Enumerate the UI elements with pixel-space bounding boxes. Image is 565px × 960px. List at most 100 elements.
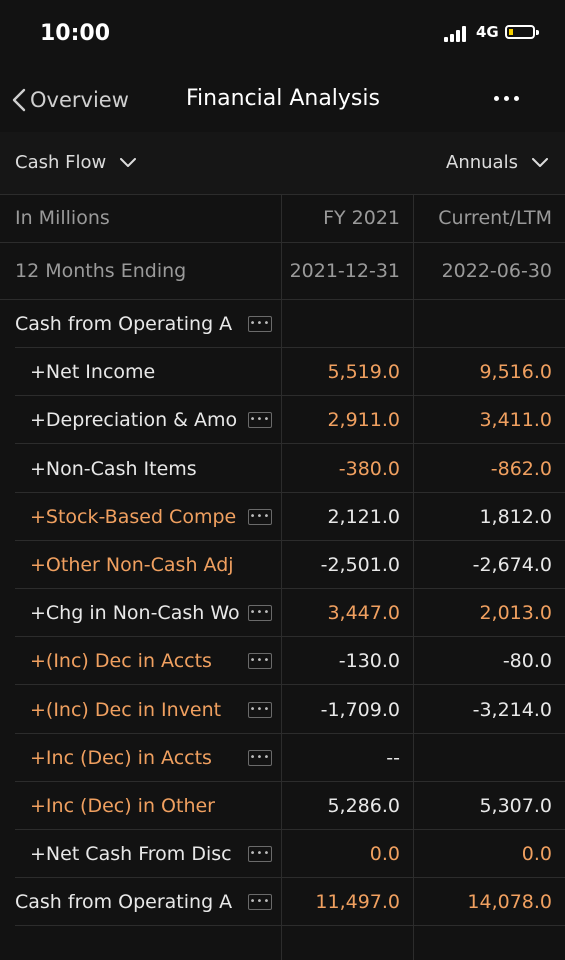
row-divider: [15, 877, 565, 879]
chevron-down-icon: [120, 157, 137, 167]
row-label: +Chg in Non-Cash Wo: [30, 602, 240, 625]
table-row[interactable]: +(Inc) Dec in Invent ••• -1,709.0 -3,214.0: [0, 686, 565, 734]
battery-icon: [505, 25, 539, 39]
more-icon[interactable]: •••: [248, 412, 272, 429]
value-current-ltm: -80.0: [502, 650, 552, 673]
table-row[interactable]: +Inc (Dec) in Accts ••• --: [0, 734, 565, 782]
more-icon[interactable]: •••: [248, 653, 272, 670]
period-label: 12 Months Ending: [15, 260, 187, 282]
value-fy2021: [282, 300, 400, 348]
row-divider: [15, 829, 565, 830]
value-current-ltm: [414, 734, 552, 782]
more-icon[interactable]: •••: [248, 846, 272, 863]
period-label: Annuals: [446, 152, 518, 173]
value-fy2021: --: [386, 746, 400, 769]
row-divider: [15, 732, 565, 734]
value-current-ltm: -3,214.0: [472, 698, 552, 721]
row-divider: [15, 443, 565, 445]
value-current-ltm: 0.0: [521, 843, 552, 866]
value-current-ltm: [414, 300, 552, 348]
row-divider: [15, 780, 565, 782]
chevron-down-icon: [531, 157, 548, 167]
units-label: In Millions: [15, 207, 110, 229]
value-current-ltm: 14,078.0: [467, 891, 552, 914]
status-time: 10:00: [40, 21, 111, 46]
period-dropdown[interactable]: Annuals: [446, 152, 548, 173]
row-label: +Net Cash From Disc: [30, 843, 232, 866]
more-icon[interactable]: •••: [248, 605, 272, 622]
filter-bar: Cash Flow Annuals: [0, 132, 565, 195]
row-label: Cash from Operating A: [15, 313, 233, 335]
column-divider: [413, 194, 414, 960]
table-row[interactable]: +Non-Cash Items -380.0 -862.0: [0, 445, 565, 493]
row-divider: [15, 395, 565, 397]
page-title: Financial Analysis: [186, 86, 380, 111]
signal-icon: [444, 26, 470, 42]
row-label: +Inc (Dec) in Other: [30, 795, 215, 817]
more-icon[interactable]: •••: [248, 508, 272, 525]
row-label: Cash from Operating A: [15, 891, 233, 914]
period-row: 12 Months Ending 2021-12-31 2022-06-30: [0, 243, 565, 300]
period-date: 2021-12-31: [289, 260, 400, 282]
table-header-row: In Millions FY 2021 Current/LTM: [0, 194, 565, 243]
value-current-ltm: 9,516.0: [479, 361, 552, 384]
table-row[interactable]: +Depreciation & Amo ••• 2,911.0 3,411.0: [0, 396, 565, 445]
value-fy2021: -1,709.0: [320, 698, 400, 721]
value-fy2021: 2,121.0: [327, 505, 400, 528]
row-label: +Depreciation & Amo: [30, 409, 238, 432]
row-divider: [15, 539, 565, 541]
value-fy2021: 2,911.0: [327, 409, 400, 432]
value-fy2021: 5,286.0: [327, 795, 400, 817]
row-label: +Net Income: [30, 361, 156, 384]
column-header-fy2021: FY 2021: [323, 207, 400, 229]
back-button[interactable]: Overview: [12, 88, 129, 112]
row-divider: [15, 347, 565, 348]
more-icon[interactable]: •••: [248, 701, 272, 718]
table-row[interactable]: +(Inc) Dec in Accts ••• -130.0 -80.0: [0, 637, 565, 686]
value-current-ltm: 5,307.0: [479, 795, 552, 817]
status-bar: 10:00 4G: [0, 0, 565, 66]
value-current-ltm: 3,411.0: [479, 409, 552, 432]
table-row[interactable]: +Chg in Non-Cash Wo ••• 3,447.0 2,013.0: [0, 589, 565, 638]
nav-bar: Overview Financial Analysis: [0, 66, 565, 132]
value-current-ltm: -862.0: [490, 457, 552, 480]
row-divider: [15, 491, 565, 493]
table-row[interactable]: +Net Income 5,519.0 9,516.0: [0, 348, 565, 397]
row-divider: [15, 588, 565, 589]
back-label: Overview: [30, 88, 129, 112]
table-row[interactable]: +Other Non-Cash Adj -2,501.0 -2,674.0: [0, 541, 565, 589]
row-label: +Other Non-Cash Adj: [30, 554, 234, 576]
more-icon[interactable]: •••: [248, 749, 272, 766]
value-fy2021: 11,497.0: [315, 891, 400, 914]
statement-label: Cash Flow: [15, 152, 107, 173]
row-divider: [15, 925, 565, 927]
table-row[interactable]: +Net Cash From Disc ••• 0.0 0.0: [0, 830, 565, 879]
row-divider: [15, 636, 565, 638]
more-options-icon[interactable]: [494, 96, 519, 101]
column-header-current-ltm: Current/LTM: [438, 207, 552, 229]
network-type: 4G: [476, 23, 499, 41]
row-label: +Stock-Based Compe: [30, 505, 237, 528]
value-current-ltm: 1,812.0: [479, 505, 552, 528]
statement-dropdown[interactable]: Cash Flow: [15, 152, 137, 173]
value-fy2021: -130.0: [338, 650, 400, 673]
value-current-ltm: -2,674.0: [472, 554, 552, 576]
value-fy2021: 0.0: [369, 843, 400, 866]
value-fy2021: 5,519.0: [327, 361, 400, 384]
table-row[interactable]: +Stock-Based Compe ••• 2,121.0 1,812.0: [0, 493, 565, 541]
table-row[interactable]: Cash from Operating A ••• 11,497.0 14,078.0: [0, 878, 565, 927]
row-divider: [15, 684, 565, 686]
period-date: 2022-06-30: [441, 260, 552, 282]
table-row[interactable]: Cash from Operating A •••: [0, 300, 565, 348]
value-fy2021: -2,501.0: [320, 554, 400, 576]
row-label: +(Inc) Dec in Accts: [30, 650, 212, 673]
row-label: +Inc (Dec) in Accts: [30, 746, 212, 769]
more-icon[interactable]: •••: [248, 316, 272, 332]
table-row[interactable]: +Inc (Dec) in Other 5,286.0 5,307.0: [0, 782, 565, 830]
value-current-ltm: 2,013.0: [479, 602, 552, 625]
column-divider: [281, 194, 282, 960]
value-fy2021: 3,447.0: [327, 602, 400, 625]
more-icon[interactable]: •••: [248, 894, 272, 911]
value-fy2021: -380.0: [338, 457, 400, 480]
row-label: +Non-Cash Items: [30, 457, 197, 480]
